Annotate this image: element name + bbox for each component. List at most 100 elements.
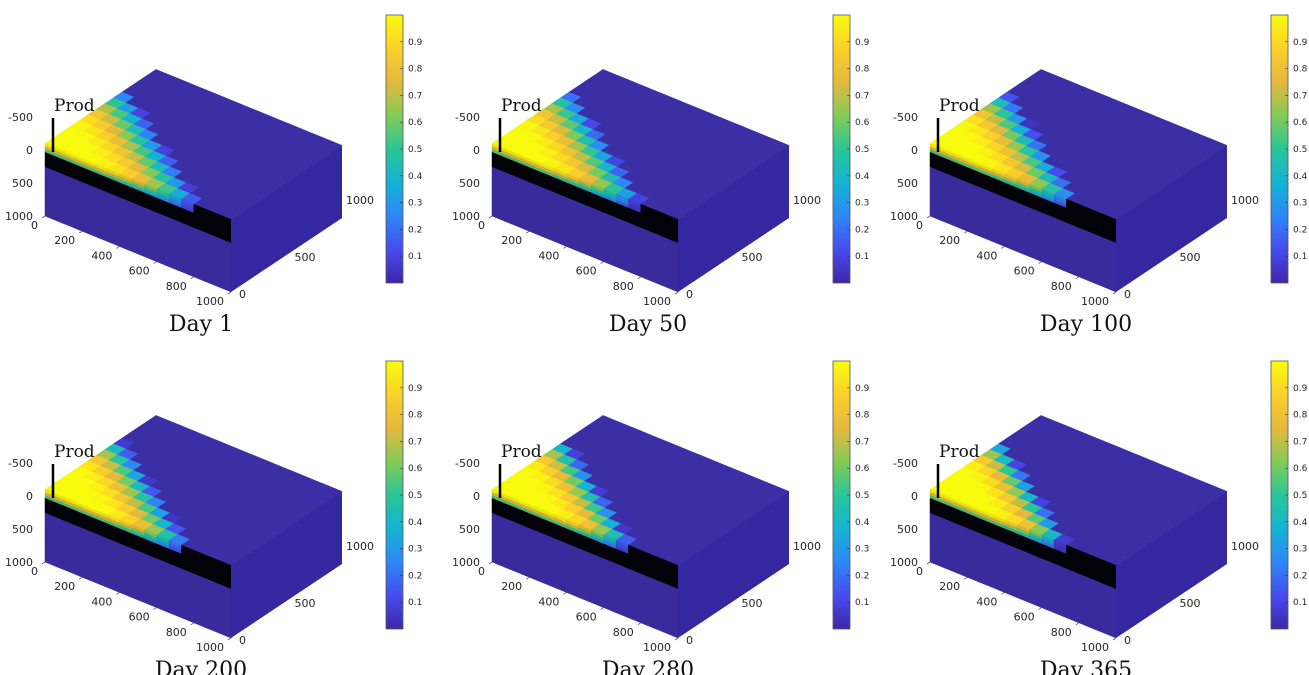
z-tick-label: 0 [26,490,33,503]
x-tick-mark [525,576,530,580]
front-base [1016,202,1030,257]
z-tick-label: -500 [893,457,918,470]
y-tick-label: 500 [1180,251,1201,264]
front-base [516,522,530,578]
front-base [628,222,642,278]
x-tick-label: 200 [54,234,75,247]
front-base [665,583,679,639]
front-base [665,237,679,293]
x-tick-mark [116,592,120,595]
colorbar-tick-label: 0.6 [1293,118,1308,128]
z-tick-label: 1000 [890,556,918,569]
x-tick-label: 800 [1051,626,1072,639]
front-base [640,573,654,629]
front-base [991,538,1005,593]
panel-caption: Day 1 [169,312,233,337]
z-tick-label: 0 [473,490,480,503]
x-tick-label: 400 [538,249,559,262]
x-tick-label: 600 [576,611,597,624]
x-tick-label: 0 [478,565,485,578]
colorbar-tick-label: 0.5 [1293,145,1307,155]
front-base [168,217,182,273]
front-base [44,166,58,222]
x-tick-label: 1000 [643,295,671,308]
colorbar-tick-label: 0.1 [408,252,422,262]
colorbar-tick-label: 0.6 [855,464,870,474]
front-base [652,578,666,634]
front-base [1090,232,1104,288]
front-base [1028,553,1042,608]
colorbar-tick-label: 0.3 [1293,545,1307,555]
front-base [979,187,993,242]
x-tick-mark [190,622,195,626]
y-tick-label: 0 [239,288,246,301]
panel-caption: Day 100 [1040,312,1132,337]
z-tick-label: 1000 [5,210,33,223]
colorbar-tick-label: 0.1 [855,252,869,262]
front-base [491,166,505,222]
x-tick-mark [963,576,968,580]
front-base [1041,212,1055,268]
front-base [205,232,219,288]
z-tick-label: 1000 [452,556,480,569]
front-base [94,533,108,588]
front-base [69,176,83,232]
front-base [143,553,157,608]
colorbar-tick-label: 0.8 [408,65,423,75]
front-base [106,192,120,247]
x-tick-mark [190,276,195,280]
x-tick-label: 800 [613,280,634,293]
colorbar-tick-label: 0.2 [855,225,869,235]
side-face [1116,491,1227,638]
z-tick-label: -500 [893,111,918,124]
z-tick-label: 0 [473,144,480,157]
y-tick-label: 500 [295,251,316,264]
well-label: Prod [501,96,542,116]
front-base [181,222,195,278]
x-tick-mark [525,230,530,234]
x-tick-mark [153,607,157,610]
colorbar-tick-label: 0.9 [408,38,423,48]
front-base [57,171,71,227]
front-base [205,578,219,634]
front-base [504,517,518,573]
colorbar-tick-label: 0.6 [408,464,423,474]
front-base [119,543,133,598]
x-tick-mark [488,215,493,219]
colorbar-tick-label: 0.3 [408,545,422,555]
x-tick-mark [674,291,679,295]
front-base [193,573,207,629]
x-tick-label: 400 [538,595,559,608]
chart-panel: 0200400600800100005001000-50005001000Pro… [5,360,423,675]
colorbar-tick-label: 0.6 [408,118,423,128]
well-label: Prod [54,442,95,462]
z-tick-label: 500 [897,177,918,190]
front-base [929,166,943,222]
x-tick-mark [1001,246,1005,249]
z-tick-label: 500 [12,523,33,536]
x-tick-mark [1075,276,1080,280]
colorbar-tick-label: 0.6 [1293,464,1308,474]
front-base [1004,543,1018,598]
front-base [553,192,567,247]
colorbar-tick-label: 0.5 [855,145,869,155]
x-tick-label: 0 [31,219,38,232]
y-tick-label: 500 [742,251,763,264]
front-base [566,543,580,598]
z-tick-label: -500 [8,457,33,470]
front-base [942,171,956,227]
z-tick-label: 0 [911,144,918,157]
colorbar-tick-label: 0.3 [855,545,869,555]
x-tick-label: 1000 [643,641,671,654]
colorbar-tick-label: 0.1 [1293,598,1307,608]
colorbar-tick-label: 0.5 [408,145,422,155]
z-tick-label: 1000 [890,210,918,223]
panel-caption: Day 50 [609,312,687,337]
front-base [528,182,542,237]
y-tick-label: 0 [686,288,693,301]
y-tick-label: 500 [1180,597,1201,610]
colorbar-tick-label: 0.7 [408,437,422,447]
colorbar-tick-label: 0.7 [1293,437,1307,447]
x-tick-mark [78,576,83,580]
front-base [156,558,170,614]
